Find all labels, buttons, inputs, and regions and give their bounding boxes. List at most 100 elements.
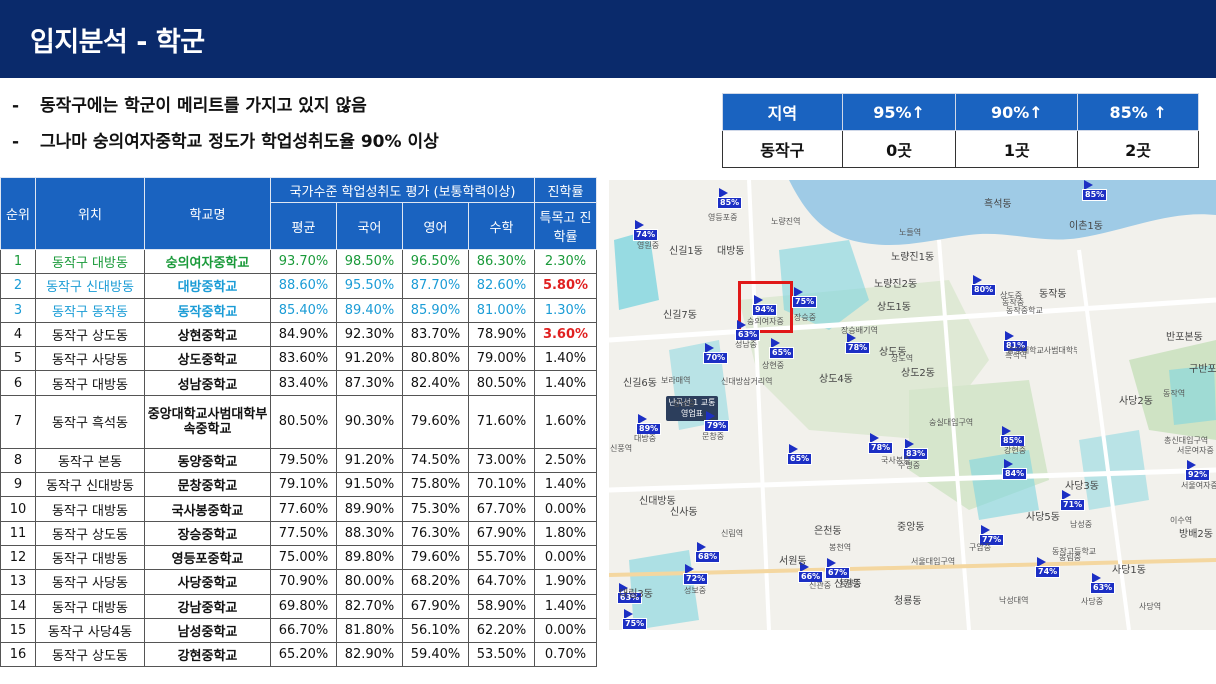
school-flag-icon[interactable] (794, 287, 803, 297)
school-rate-pin[interactable]: 71% (1060, 499, 1086, 511)
area-label: 노량진2동 (874, 279, 918, 290)
map-school-label: 구암중 (969, 543, 992, 552)
cell-math: 73.00% (468, 447, 535, 474)
school-flag-icon[interactable] (754, 295, 763, 305)
school-rate-pin[interactable]: 72% (683, 573, 709, 585)
school-flag-icon[interactable] (624, 609, 633, 619)
cell-english: 80.80% (402, 346, 469, 372)
school-rate-pin[interactable]: 63% (735, 329, 761, 341)
school-rate-pin[interactable]: 74% (1035, 566, 1061, 578)
school-flag-icon[interactable] (771, 338, 780, 348)
school-rate-pin[interactable]: 85% (1000, 435, 1026, 447)
school-flag-icon[interactable] (847, 333, 856, 343)
school-rate-pin[interactable]: 68% (695, 551, 721, 563)
school-rate-pin[interactable]: 63% (617, 592, 643, 604)
school-rate-pin[interactable]: 70% (703, 352, 729, 364)
school-flag-icon[interactable] (706, 411, 715, 421)
station-label: 서울대입구역 (911, 557, 956, 566)
school-flag-icon[interactable] (1092, 573, 1101, 583)
school-flag-icon[interactable] (1187, 460, 1196, 470)
school-rate-pin[interactable]: 77% (979, 534, 1005, 546)
table-row: 4 동작구 상도동 상현중학교 84.90% 92.30% 83.70% 78.90% 3.6… (0, 321, 597, 348)
cell-english: 83.70% (402, 321, 469, 348)
school-flag-icon[interactable] (800, 562, 809, 572)
table-row: 11 동작구 상도동 장승중학교 77.50% 88.30% 76.30% 67.90% 1.… (0, 520, 597, 546)
school-flag-icon[interactable] (1062, 490, 1071, 500)
school-flag-icon[interactable] (870, 433, 879, 443)
school-flag-icon[interactable] (638, 414, 647, 424)
station-label: 신풍역 (610, 444, 633, 453)
cell-korean: 91.20% (336, 447, 403, 474)
cell-average: 93.70% (270, 248, 337, 275)
school-ranking-table: 순위 위치 학교명 국가수준 학업성취도 평가 (보통학력이상) 진학률 평균 … (0, 177, 597, 668)
school-flag-icon[interactable] (719, 188, 728, 198)
school-rate-pin[interactable]: 66% (798, 571, 824, 583)
area-label: 반포본동 (1166, 332, 1203, 343)
school-flag-icon[interactable] (1004, 459, 1013, 469)
school-rate-pin[interactable]: 94% (752, 304, 778, 316)
cell-korean: 88.30% (336, 520, 403, 546)
school-flag-icon[interactable] (973, 275, 982, 285)
school-rate-pin[interactable]: 83% (903, 448, 929, 460)
school-rate-pin[interactable]: 84% (1002, 468, 1028, 480)
cell-math: 70.10% (468, 472, 535, 498)
school-rate-pin[interactable]: 78% (868, 442, 894, 454)
school-rate-pin[interactable]: 63% (1090, 582, 1116, 594)
school-flag-icon[interactable] (685, 564, 694, 574)
school-flag-icon[interactable] (737, 320, 746, 330)
map-school-label: 상현중 (762, 361, 785, 370)
cell-korean: 98.50% (336, 248, 403, 275)
school-rate-pin[interactable]: 75% (622, 618, 648, 630)
cell-english: 85.90% (402, 297, 469, 323)
school-rate-pin[interactable]: 78% (845, 342, 871, 354)
school-flag-icon[interactable] (827, 558, 836, 568)
school-flag-icon[interactable] (635, 220, 644, 230)
bullet-item: - 그나마 숭의여자중학교 정도가 학업성취도율 90% 이상 (12, 128, 439, 164)
school-rate-pin[interactable]: 85% (1082, 189, 1108, 201)
school-rate-pin[interactable]: 92% (1185, 469, 1211, 481)
cell-average: 84.90% (270, 321, 337, 348)
header-school: 학교명 (144, 177, 271, 250)
school-rate-pin[interactable]: 81% (1003, 340, 1029, 352)
cell-school: 사당중학교 (144, 569, 271, 595)
map-school-label: 서문여자중 (1177, 446, 1214, 455)
cell-location: 동작구 신대방동 (35, 472, 145, 498)
cell-average: 79.10% (270, 472, 337, 498)
cell-english: 75.30% (402, 496, 469, 522)
station-label: 장승배기역 (841, 326, 878, 335)
school-flag-icon[interactable] (1084, 180, 1093, 190)
table-row: 2 동작구 신대방동 대방중학교 88.60% 95.50% 87.70% 82.60% 5.… (0, 273, 597, 299)
header-math: 수학 (468, 202, 535, 250)
school-rate-pin[interactable]: 67% (825, 567, 851, 579)
cell-special-advance: 3.60% (534, 321, 597, 348)
school-rate-pin[interactable]: 80% (971, 284, 997, 296)
area-label: 신길1동 (669, 246, 703, 257)
cell-math: 81.00% (468, 297, 535, 323)
school-flag-icon[interactable] (1037, 557, 1046, 567)
school-flag-icon[interactable] (697, 542, 706, 552)
school-district-map[interactable]: 난곡선 1 교통영업표 85% 74% 80% 75% 94% 63% 81% 70% 65% 7… (609, 180, 1216, 630)
school-flag-icon[interactable] (619, 583, 628, 593)
header-advance-group: 진학률 (534, 177, 597, 203)
school-rate-pin[interactable]: 65% (787, 453, 813, 465)
map-school-label: 신관중 (809, 581, 832, 590)
school-rate-pin[interactable]: 75% (792, 296, 818, 308)
school-rate-pin[interactable]: 79% (704, 420, 730, 432)
school-flag-icon[interactable] (705, 343, 714, 353)
school-rate-pin[interactable]: 74% (633, 229, 659, 241)
table-body: 1 동작구 대방동 숭의여자중학교 93.70% 98.50% 96.50% 86.30% 2… (0, 248, 597, 668)
school-flag-icon[interactable] (789, 444, 798, 454)
cell-average: 77.60% (270, 496, 337, 522)
school-rate-pin[interactable]: 85% (717, 197, 743, 209)
school-flag-icon[interactable] (981, 525, 990, 535)
area-label: 신사동 (670, 507, 698, 518)
school-flag-icon[interactable] (1002, 426, 1011, 436)
school-rate-pin[interactable]: 65% (769, 347, 795, 359)
main-road (1077, 249, 1131, 630)
school-rate-pin[interactable]: 89% (636, 423, 662, 435)
cell-rank: 3 (0, 297, 36, 323)
school-flag-icon[interactable] (1005, 331, 1014, 341)
map-school-label: 중앙대학교사범대학부속중 (1007, 346, 1077, 355)
summary-count-85: 2곳 (1077, 130, 1199, 168)
school-flag-icon[interactable] (905, 439, 914, 449)
